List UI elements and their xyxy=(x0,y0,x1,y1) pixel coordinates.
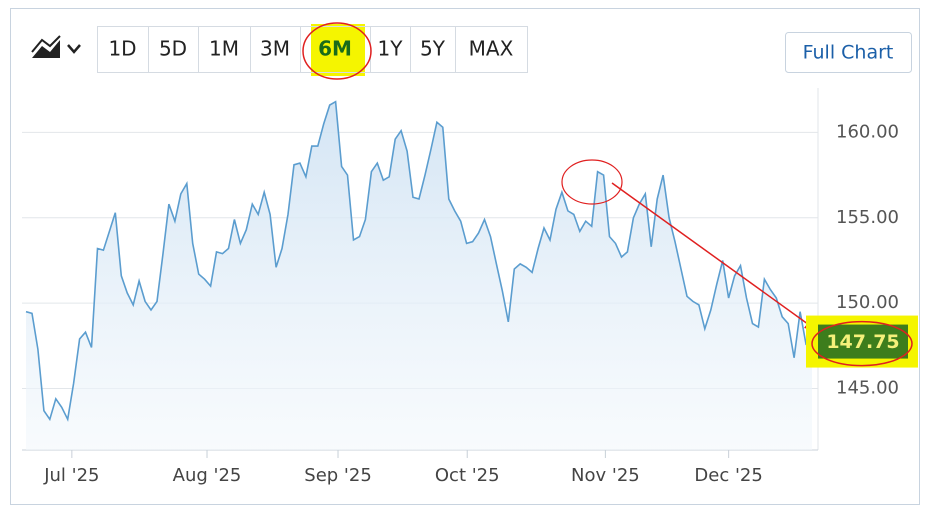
chart-type-icon[interactable] xyxy=(31,35,81,58)
range-label: MAX xyxy=(469,37,514,61)
x-tick-label: Jul '25 xyxy=(43,465,99,486)
y-tick-label: 150.00 xyxy=(836,292,899,313)
range-label: 5D xyxy=(159,37,187,61)
line xyxy=(25,100,813,422)
x-tick-label: Dec '25 xyxy=(694,465,762,486)
range-buttons: 1D 5D 1M 3M 6M 1Y 5Y MAX xyxy=(97,22,528,80)
y-tick-label: 160.00 xyxy=(836,121,899,142)
annotation-circle xyxy=(811,320,913,367)
last-price: 147.75 xyxy=(826,331,899,353)
x-tick-label: Nov '25 xyxy=(571,465,640,486)
price-tag xyxy=(818,324,908,359)
full-chart-label: Full Chart xyxy=(803,42,894,64)
full-chart-button[interactable] xyxy=(785,32,912,73)
plot: 145.00 150.00 155.00 160.00 Jul '25 Aug '25 Se… xyxy=(22,88,918,486)
range-label: 5Y xyxy=(420,37,446,61)
annotation-arrow xyxy=(611,182,813,328)
annotation-circle xyxy=(561,159,623,205)
x-tick-label: Oct '25 xyxy=(435,465,500,486)
annotation-circle xyxy=(302,22,372,80)
range-label: 1D xyxy=(108,37,136,61)
x-tick-label: Aug '25 xyxy=(173,465,242,486)
range-label: 6M xyxy=(318,37,352,61)
range-button[interactable] xyxy=(455,26,528,73)
highlight xyxy=(311,24,365,76)
range-label: 1Y xyxy=(378,37,404,61)
range-label: 1M xyxy=(209,37,239,61)
range-label: 3M xyxy=(260,37,290,61)
y-tick-label: 145.00 xyxy=(836,378,899,399)
x-tick-label: Sep '25 xyxy=(304,465,372,486)
y-tick-label: 155.00 xyxy=(836,207,899,228)
area xyxy=(26,101,812,450)
